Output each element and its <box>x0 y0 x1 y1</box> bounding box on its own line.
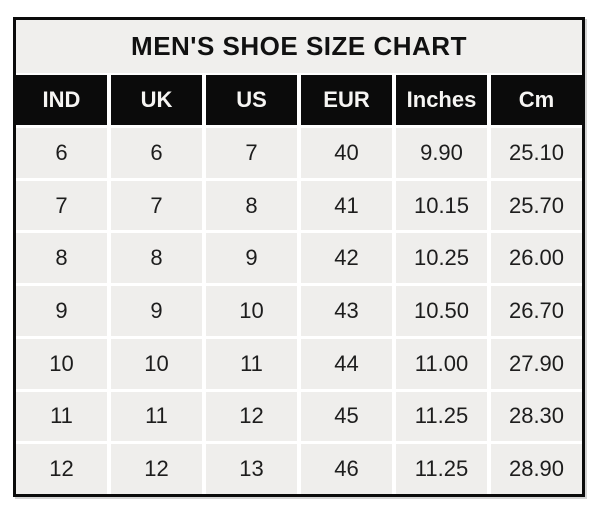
table-cell: 45 <box>301 391 392 442</box>
table-cell: 11.00 <box>396 338 487 389</box>
table-cell: 12 <box>16 444 107 494</box>
table-cell: 13 <box>206 444 297 494</box>
table-cell: 40 <box>301 128 392 178</box>
size-chart-table: MEN'S SHOE SIZE CHART IND UK US EUR Inch… <box>13 17 585 497</box>
column-header-ind: IND <box>16 75 107 125</box>
table-cell: 46 <box>301 444 392 494</box>
table-cell: 11.25 <box>396 444 487 494</box>
table-cell: 6 <box>16 128 107 178</box>
table-cell: 10.25 <box>396 233 487 284</box>
table-cell: 7 <box>16 180 107 231</box>
table-cell: 26.00 <box>491 233 582 284</box>
column-header-cm: Cm <box>491 75 582 125</box>
table-cell: 9 <box>111 286 202 336</box>
table-cell: 41 <box>301 180 392 231</box>
column-header-inches: Inches <box>396 75 487 125</box>
column-header-us: US <box>206 75 297 125</box>
table-cell: 7 <box>206 128 297 178</box>
table-cell: 6 <box>111 128 202 178</box>
table-cell: 10.15 <box>396 180 487 231</box>
table-cell: 11 <box>206 338 297 389</box>
table-cell: 42 <box>301 233 392 284</box>
table-cell: 10 <box>206 286 297 336</box>
table-cell: 8 <box>16 233 107 284</box>
table-cell: 11.25 <box>396 391 487 442</box>
table-cell: 44 <box>301 338 392 389</box>
page-title: MEN'S SHOE SIZE CHART <box>16 20 582 73</box>
table-cell: 8 <box>111 233 202 284</box>
table-cell: 9.90 <box>396 128 487 178</box>
column-header-eur: EUR <box>301 75 392 125</box>
table-cell: 10 <box>16 338 107 389</box>
table-cell: 12 <box>206 391 297 442</box>
table-cell: 7 <box>111 180 202 231</box>
table-cell: 9 <box>206 233 297 284</box>
table-cell: 9 <box>16 286 107 336</box>
table-cell: 43 <box>301 286 392 336</box>
table-cell: 8 <box>206 180 297 231</box>
table-cell: 25.10 <box>491 128 582 178</box>
table-cell: 10.50 <box>396 286 487 336</box>
table-cell: 26.70 <box>491 286 582 336</box>
size-grid: IND UK US EUR Inches Cm 6 6 7 40 9.90 25… <box>16 73 582 494</box>
table-cell: 11 <box>111 391 202 442</box>
table-cell: 12 <box>111 444 202 494</box>
table-cell: 11 <box>16 391 107 442</box>
table-cell: 25.70 <box>491 180 582 231</box>
table-cell: 28.90 <box>491 444 582 494</box>
column-header-uk: UK <box>111 75 202 125</box>
table-cell: 10 <box>111 338 202 389</box>
table-cell: 28.30 <box>491 391 582 442</box>
table-cell: 27.90 <box>491 338 582 389</box>
